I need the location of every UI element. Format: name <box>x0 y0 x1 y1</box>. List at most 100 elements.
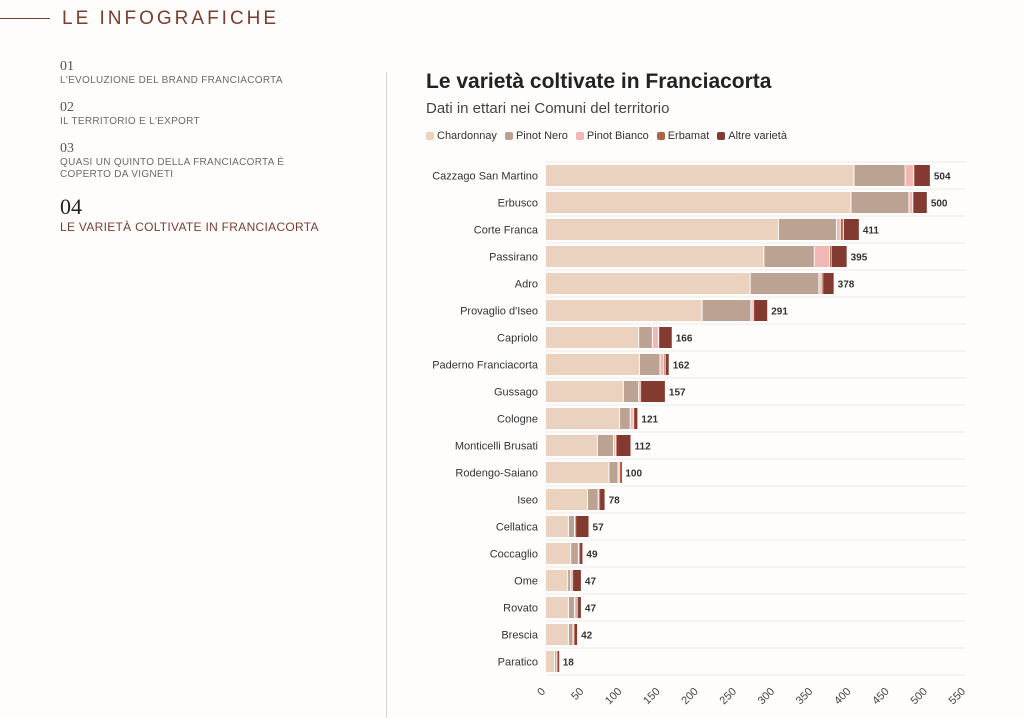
bar-segment <box>823 273 834 294</box>
category-label: Capriolo <box>497 333 538 345</box>
x-tick-label: 550 <box>947 686 968 707</box>
bar-segment <box>546 462 609 483</box>
bar-segment <box>558 651 560 672</box>
bar-segment <box>617 435 631 456</box>
total-label: 42 <box>581 631 593 642</box>
bar-segment <box>600 489 605 510</box>
bar-segment <box>573 570 581 591</box>
total-label: 112 <box>635 442 652 453</box>
bar-segment <box>546 435 597 456</box>
category-label: Ome <box>514 576 538 588</box>
bar-segment <box>597 435 613 456</box>
bar-segment <box>751 300 753 321</box>
category-label: Monticelli Brusati <box>455 441 538 453</box>
category-label: Paderno Franciacorta <box>432 360 539 372</box>
category-label: Provaglio d'Iseo <box>460 306 538 318</box>
menu-item-03[interactable]: 03 QUASI UN QUINTO DELLA FRANCIACORTA È … <box>60 142 360 181</box>
bar-segment <box>555 651 557 672</box>
bar-segment <box>546 165 854 186</box>
category-label: Cazzago San Martino <box>432 171 538 183</box>
legend-label: Erbamat <box>667 130 710 142</box>
x-tick-label: 350 <box>794 686 815 707</box>
bar-segment <box>588 489 598 510</box>
bar-segment <box>572 570 574 591</box>
category-label: Rodengo-Saiano <box>455 468 538 480</box>
x-tick-label: 200 <box>679 686 700 707</box>
bar-segment <box>639 381 641 402</box>
menu-item-04[interactable]: 04 LE VARIETÀ COLTIVATE IN FRANCIACORTA <box>60 194 360 234</box>
total-label: 504 <box>934 172 951 183</box>
bar-segment <box>753 300 755 321</box>
bar-segment <box>576 597 578 618</box>
bar-segment <box>546 354 639 375</box>
menu-item-01[interactable]: 01 L'EVOLUZIONE DEL BRAND FRANCIACORTA <box>60 60 360 87</box>
bar-segment <box>814 246 830 267</box>
bar-segment <box>613 435 616 456</box>
bar-segment <box>557 651 559 672</box>
bar-segment <box>659 327 672 348</box>
category-label: Brescia <box>501 630 539 642</box>
bar-segment <box>575 516 577 537</box>
total-label: 157 <box>669 388 686 399</box>
menu-item-number: 04 <box>60 194 82 219</box>
legend-item-pinot-bianco: Pinot Bianco <box>575 130 649 142</box>
menu-item-label: IL TERRITORIO E L'EXPORT <box>60 116 200 127</box>
legend-swatch <box>656 132 665 140</box>
bar-segment <box>909 192 913 213</box>
total-label: 78 <box>609 496 621 507</box>
bar-segment <box>546 408 620 429</box>
menu-item-number: 01 <box>60 59 74 74</box>
bar-segment <box>546 651 555 672</box>
legend-label: Pinot Nero <box>515 130 568 142</box>
bar-segment <box>639 354 660 375</box>
category-label: Iseo <box>517 495 538 507</box>
category-label: Coccaglio <box>490 549 538 561</box>
total-label: 57 <box>593 523 605 534</box>
legend-swatch <box>426 132 434 140</box>
bar-segment <box>851 192 909 213</box>
category-label: Adro <box>515 279 538 291</box>
bar-segment <box>750 273 819 294</box>
x-tick-label: 50 <box>569 686 586 703</box>
menu-item-02[interactable]: 02 IL TERRITORIO E L'EXPORT <box>60 101 360 128</box>
bar-segment <box>639 327 652 348</box>
bar-segment <box>571 543 578 564</box>
total-label: 47 <box>585 577 597 588</box>
bar-segment <box>575 624 578 645</box>
total-label: 291 <box>771 307 788 318</box>
bar-segment <box>754 300 768 321</box>
category-label: Erbusco <box>498 198 538 210</box>
bar-segment <box>546 246 764 267</box>
bar-segment <box>574 624 576 645</box>
menu-item-number: 02 <box>60 100 74 115</box>
menu-item-label: LE VARIETÀ COLTIVATE IN FRANCIACORTA <box>60 220 319 234</box>
bar-segment <box>556 651 558 672</box>
x-tick-label: 250 <box>718 686 739 707</box>
total-label: 378 <box>838 280 855 291</box>
bar-segment <box>546 543 571 564</box>
legend-item-altre-varieta: Altre varietà <box>717 130 787 142</box>
chart-title: Le varietà coltivate in Franciacorta <box>426 70 772 93</box>
bar-segment <box>623 381 639 402</box>
total-label: 100 <box>625 469 642 480</box>
bar-segment <box>821 273 823 294</box>
bar-segment <box>546 516 568 537</box>
bar-segment <box>546 381 623 402</box>
total-label: 121 <box>641 415 658 426</box>
bar-segment <box>914 165 930 186</box>
legend-label: Pinot Bianco <box>586 130 649 142</box>
legend-item-pinot-nero: Pinot Nero <box>504 130 568 142</box>
x-tick-label: 400 <box>832 686 853 707</box>
bar-segment <box>819 273 821 294</box>
bar-segment <box>905 165 914 186</box>
bar-segment <box>630 408 633 429</box>
x-tick-label: 150 <box>641 686 662 707</box>
menu-item-label: L'EVOLUZIONE DEL BRAND FRANCIACORTA <box>60 75 283 86</box>
bar-segment <box>702 300 751 321</box>
column-divider <box>386 72 387 718</box>
bar-segment <box>620 462 622 483</box>
total-label: 162 <box>673 361 690 372</box>
bar-segment <box>641 381 665 402</box>
bar-segment <box>575 516 577 537</box>
